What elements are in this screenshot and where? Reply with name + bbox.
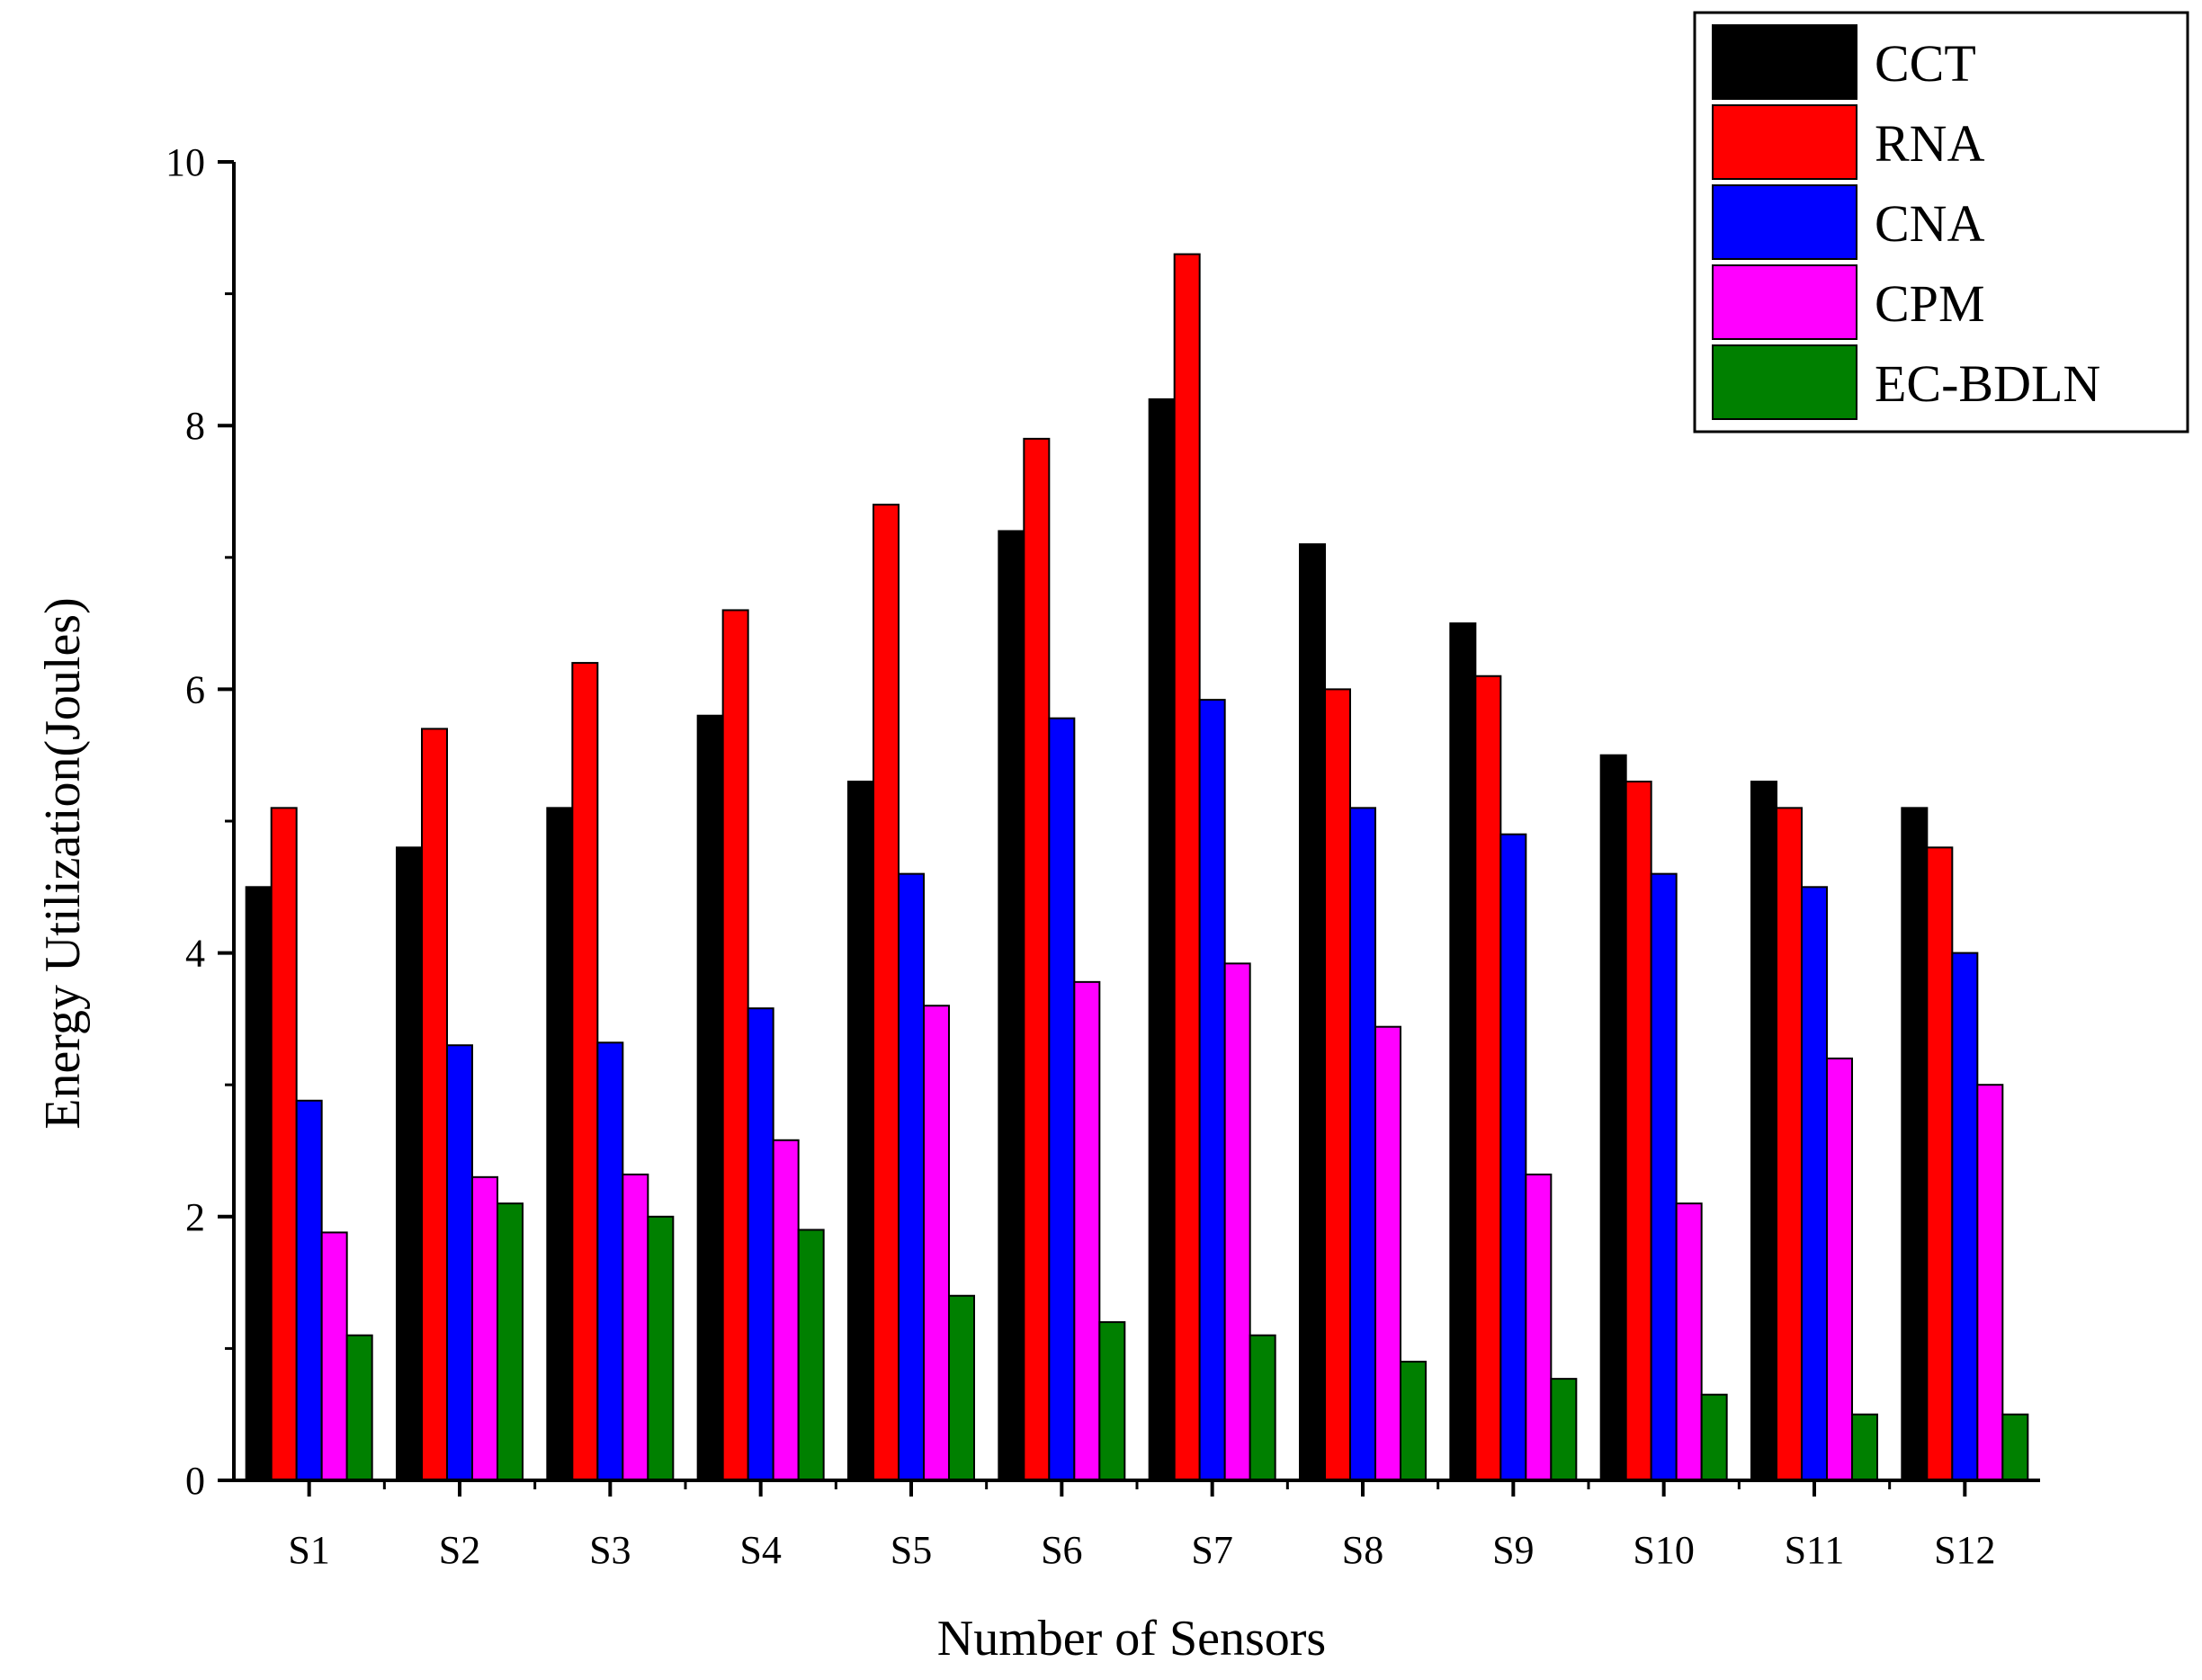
bar-cct-s6 (998, 530, 1025, 1481)
x-tick-label: S9 (1492, 1528, 1534, 1572)
bar-rna-s6 (1023, 437, 1051, 1481)
legend-label-ec-bdln: EC-BDLN (1875, 354, 2100, 413)
bar-cpm-s8 (1374, 1025, 1401, 1482)
bar-cpm-s9 (1525, 1173, 1553, 1481)
y-axis-title: Energy Utilization(Joules) (35, 597, 91, 1130)
bar-ec-bdln-s8 (1400, 1361, 1427, 1482)
y-tick-label: 10 (166, 140, 205, 184)
y-tick-label: 0 (185, 1459, 205, 1503)
bar-ec-bdln-s5 (948, 1294, 975, 1482)
x-tick-label: S12 (1934, 1528, 1995, 1572)
bar-cna-s10 (1650, 872, 1678, 1481)
bar-ec-bdln-s9 (1550, 1378, 1578, 1482)
bar-cpm-s4 (772, 1139, 800, 1481)
bars-layer (245, 253, 2029, 1482)
bar-cna-s1 (295, 1099, 323, 1481)
legend-swatch-cct (1712, 24, 1857, 100)
bar-cna-s8 (1349, 807, 1376, 1481)
bar-cna-s7 (1198, 699, 1226, 1481)
bar-cpm-s3 (622, 1173, 649, 1481)
bar-cna-s6 (1048, 717, 1076, 1481)
bar-rna-s5 (873, 504, 900, 1481)
bar-rna-s4 (721, 609, 749, 1481)
bar-cna-s12 (1951, 952, 1979, 1481)
bar-cpm-s7 (1223, 962, 1251, 1481)
bar-cpm-s2 (471, 1175, 498, 1481)
legend-label-cct: CCT (1875, 34, 1976, 93)
bar-cct-s4 (696, 714, 724, 1481)
x-tick-label: S8 (1342, 1528, 1383, 1572)
bar-cct-s12 (1901, 807, 1929, 1481)
bar-ec-bdln-s2 (497, 1202, 524, 1481)
bar-rna-s7 (1173, 253, 1201, 1481)
legend-swatch-cna (1712, 184, 1857, 260)
bar-cct-s11 (1750, 781, 1777, 1481)
bar-cct-s5 (847, 781, 874, 1481)
bar-rna-s2 (421, 728, 448, 1481)
x-tick-label: S4 (739, 1528, 781, 1572)
x-axis-ticks: S1 S2 S3 S4 S5 S6 S7 S8 S9 S10 S11 S12 (288, 1480, 1996, 1572)
x-tick-label: S1 (288, 1528, 329, 1572)
x-tick-label: S7 (1191, 1528, 1232, 1572)
y-tick-label: 6 (185, 667, 205, 711)
bar-ec-bdln-s11 (1851, 1413, 1878, 1481)
bar-ec-bdln-s4 (797, 1229, 825, 1481)
bar-cct-s7 (1148, 398, 1176, 1481)
bar-rna-s9 (1474, 675, 1502, 1481)
bar-cpm-s12 (1976, 1084, 2004, 1481)
legend-label-cna: CNA (1875, 194, 1985, 253)
bar-cct-s3 (546, 807, 574, 1481)
y-tick-label: 2 (185, 1195, 205, 1239)
legend-items: CCT RNA CNA CPM EC-BDLN (1712, 24, 2100, 420)
bar-ec-bdln-s3 (647, 1215, 675, 1482)
bar-rna-s10 (1625, 781, 1652, 1481)
bar-rna-s1 (270, 807, 298, 1481)
x-tick-label: S2 (439, 1528, 480, 1572)
legend-swatch-rna (1712, 104, 1857, 180)
x-tick-label: S10 (1633, 1528, 1694, 1572)
bar-cct-s8 (1299, 543, 1326, 1481)
legend: CCT RNA CNA CPM EC-BDLN (1693, 11, 2189, 433)
bar-cct-s10 (1599, 754, 1627, 1481)
bar-cpm-s5 (923, 1005, 950, 1481)
bar-cpm-s11 (1826, 1057, 1853, 1481)
bar-cct-s2 (396, 846, 423, 1481)
bar-cna-s11 (1801, 886, 1828, 1481)
legend-label-cpm: CPM (1875, 274, 1985, 333)
y-tick-label: 4 (185, 932, 205, 976)
bar-rna-s3 (571, 662, 599, 1481)
bar-cct-s1 (245, 886, 273, 1481)
bar-ec-bdln-s6 (1098, 1321, 1126, 1481)
bar-cpm-s1 (320, 1231, 348, 1481)
y-axis-ticks: 0 2 4 6 8 10 (166, 140, 234, 1503)
legend-swatch-ec-bdln (1712, 344, 1857, 420)
bar-ec-bdln-s12 (2001, 1413, 2029, 1481)
x-tick-label: S5 (891, 1528, 932, 1572)
bar-cna-s5 (898, 872, 925, 1481)
bar-ec-bdln-s1 (345, 1334, 373, 1481)
bar-cna-s9 (1499, 833, 1527, 1481)
y-tick-label: 8 (185, 404, 205, 448)
bar-ec-bdln-s10 (1700, 1393, 1728, 1481)
bar-ec-bdln-s7 (1249, 1334, 1276, 1481)
bar-cna-s3 (596, 1041, 624, 1481)
bar-cna-s4 (747, 1007, 774, 1481)
x-tick-label: S3 (589, 1528, 631, 1572)
bar-rna-s8 (1324, 688, 1351, 1481)
bar-cct-s9 (1449, 622, 1477, 1481)
legend-label-rna: RNA (1875, 114, 1985, 173)
legend-swatch-cpm (1712, 264, 1857, 340)
x-tick-label: S11 (1785, 1528, 1845, 1572)
bar-rna-s11 (1776, 807, 1803, 1481)
bar-cna-s2 (446, 1044, 473, 1481)
x-tick-label: S6 (1041, 1528, 1082, 1572)
x-axis-title: Number of Sensors (937, 1611, 1326, 1667)
bar-cpm-s10 (1675, 1202, 1703, 1481)
bar-rna-s12 (1926, 846, 1954, 1481)
bar-cpm-s6 (1073, 980, 1101, 1482)
